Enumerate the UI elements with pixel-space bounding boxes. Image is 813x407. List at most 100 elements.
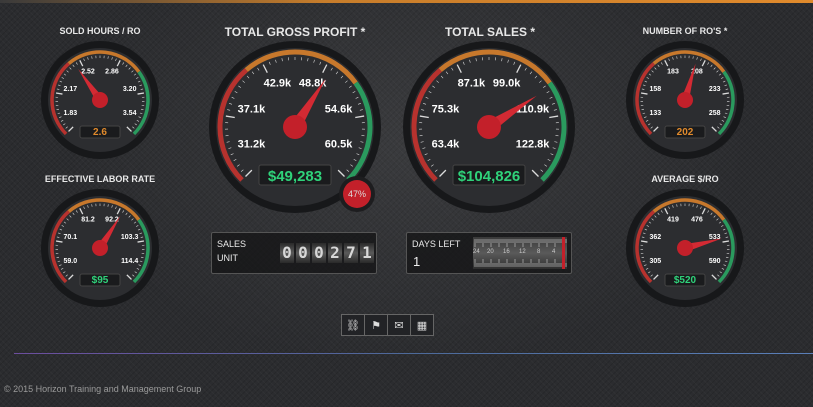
gauge-tick — [57, 260, 61, 263]
gauge-tick — [360, 141, 364, 143]
gauge-tick — [722, 240, 730, 243]
sales-unit-label-line2: UNIT — [217, 253, 238, 263]
gauge-color-band — [67, 50, 141, 73]
gauge-tick — [60, 119, 64, 122]
envelope-icon[interactable]: ✉ — [387, 314, 411, 336]
gauge-tick — [138, 264, 141, 266]
gauge-tick — [469, 59, 471, 63]
gauge-color-band — [132, 218, 150, 284]
days-left-ruler-marker — [562, 237, 565, 269]
odometer-digit: 2 — [328, 243, 342, 263]
gauge-tick — [529, 71, 533, 75]
gauge-tick — [700, 206, 702, 210]
gauge-tick — [717, 274, 720, 277]
gauge-tick — [648, 221, 652, 224]
gauge-tick-label: 133 — [649, 110, 661, 117]
gauge-tick — [56, 108, 60, 111]
gauge-tick — [427, 159, 431, 161]
gauge-tick — [137, 80, 141, 83]
gauge-dial: 59.0 70.1 81.2 92.2 103.3 114.4 $95 — [41, 189, 159, 307]
gauge-tick — [63, 271, 66, 274]
gauge-tick — [139, 260, 143, 263]
gauge-tick — [549, 96, 553, 99]
gauge-tick — [137, 240, 145, 243]
gauge-tick — [275, 59, 277, 63]
days-left-panel: DAYS LEFT 1 24 20 16 12 8 4 — [406, 232, 572, 274]
gauge-tick-label: 60.5k — [325, 139, 353, 151]
gauge-tick — [72, 64, 75, 67]
gauge-tick — [242, 80, 245, 83]
gauge-tick — [550, 153, 554, 156]
gauge-tick — [136, 267, 140, 270]
gauge-tick — [422, 147, 426, 149]
gauge-tick — [711, 274, 717, 280]
gauge-tick — [432, 85, 435, 88]
days-left-label: DAYS LEFT — [412, 239, 461, 249]
odometer-digit: 0 — [296, 243, 310, 263]
gauge-tick — [116, 208, 121, 215]
gauge-tick — [644, 228, 648, 231]
gauge-tick — [657, 212, 660, 215]
gauge-tick — [57, 112, 61, 115]
gauge-tick — [257, 67, 260, 71]
gauge-tick — [650, 126, 653, 129]
gauge-tick — [660, 210, 663, 213]
gauge-tick — [456, 64, 462, 73]
gauge-tick-label: 533 — [709, 234, 721, 241]
gauge-tick — [718, 73, 722, 76]
gauge-tick — [228, 147, 232, 149]
gauge-tick — [65, 274, 68, 277]
gauge-tick — [552, 147, 556, 149]
gauge-tick — [59, 80, 63, 83]
gauge-tick — [115, 58, 117, 62]
gauge-tick — [701, 60, 706, 67]
gauge-tick — [434, 169, 438, 172]
gauge-tick — [83, 206, 85, 210]
days-left-scale-label: 4 — [552, 249, 556, 255]
footer-copyright: © 2015 Horizon Training and Management G… — [4, 384, 202, 394]
days-left-scale-label: 24 — [473, 249, 480, 255]
gauge-tick — [61, 77, 65, 79]
grid-icon[interactable]: ▦ — [410, 314, 434, 336]
gauge-tick — [657, 64, 660, 67]
gauge-tick — [234, 91, 238, 94]
gauge-tick — [353, 159, 357, 161]
gauge-tick — [231, 96, 235, 99]
gauge-tick — [643, 232, 646, 235]
gauge-tick — [345, 80, 348, 83]
gauge-tick — [59, 228, 63, 231]
gauge-tick — [641, 256, 645, 259]
gauge-tick — [546, 91, 550, 94]
odometer-digit: 7 — [344, 243, 358, 263]
gauge-tick — [238, 85, 241, 88]
gauge-tick — [664, 208, 669, 215]
binoculars-icon[interactable]: ⛓ — [341, 314, 365, 336]
gauge-tick — [645, 119, 649, 122]
days-left-scale-label: 12 — [519, 249, 526, 255]
gauge-tick — [641, 108, 645, 111]
flag-icon[interactable]: ⚑ — [364, 314, 388, 336]
gauge-tick-label: 63.4k — [432, 139, 460, 151]
gauge-tick — [58, 232, 61, 235]
gauge-tick-label: 590 — [709, 258, 721, 265]
gauge-gross-profit: 31.2k 37.1k 42.9k 48.8k 54.6k 60.5k $49,283 — [208, 40, 382, 214]
gauge-tick — [126, 126, 132, 132]
gauge-tick — [229, 103, 233, 105]
gauge-dial: 63.4k 75.3k 87.1k 99.0k 110.9k 122.8k $104,826 — [403, 41, 575, 213]
gauge-average-ro: 305 362 419 476 533 590 $520 — [625, 188, 745, 308]
gauge-color-band — [438, 49, 552, 85]
gauge-tick — [549, 115, 559, 119]
gauge-tick — [136, 119, 140, 122]
gauge-tick — [359, 109, 363, 111]
gauge-tick — [723, 264, 726, 266]
gauge-tick — [717, 126, 720, 129]
gauge-tick — [63, 73, 67, 76]
gauge-tick — [268, 61, 271, 65]
gauge-tick — [355, 96, 359, 99]
gauge-tick — [139, 84, 142, 87]
gauge-tick-label: 103.3 — [121, 234, 139, 241]
gauge-tick — [79, 208, 84, 215]
gauge-tick-label: 2.52 — [81, 68, 95, 75]
gauge-tick-label: 37.1k — [238, 103, 266, 115]
gauge-hub — [283, 115, 307, 139]
